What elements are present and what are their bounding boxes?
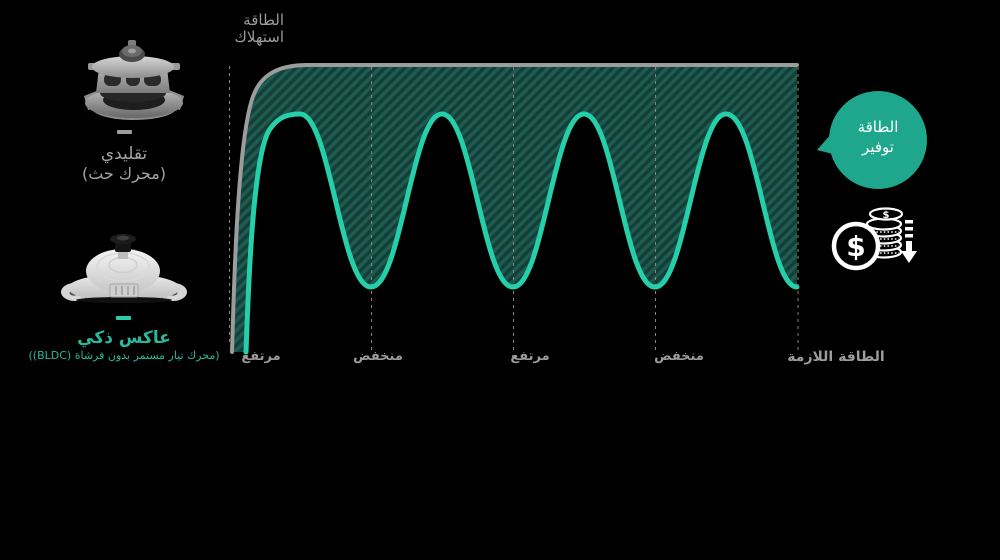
traditional-subtitle: (محرك حث) <box>81 164 167 183</box>
energy-saving-badge: الطاقة توفير <box>817 91 927 189</box>
traditional-curve <box>230 63 799 354</box>
x-label-high-1: مرتفع <box>241 349 281 364</box>
traditional-title: تقليدي <box>100 144 148 164</box>
money-saving-icon: $ $ <box>831 207 917 271</box>
chart-title-line1: الطاقة <box>243 11 284 29</box>
inverter-curve <box>243 111 800 355</box>
traditional-dash-marker <box>117 130 132 134</box>
x-label-low-2: منخفض <box>654 349 704 364</box>
badge-text-line2: توفير <box>861 138 894 156</box>
coin-dollar-sign: $ <box>883 210 890 221</box>
down-arrow-icon <box>901 220 917 263</box>
savings-area <box>232 65 797 352</box>
inverter-motor-label: عاكس ذكي (محرك تيار مستمر بدون فرشاة (BL… <box>4 328 244 363</box>
traditional-motor-label: تقليدي (محرك حث) <box>44 144 204 183</box>
badge-text-line1: الطاقة <box>858 118 899 136</box>
inverter-title: عاكس ذكي <box>77 328 171 348</box>
inverter-motor-image <box>61 234 187 303</box>
dashed-guides <box>229 66 799 352</box>
x-label-low-1: منخفض <box>353 349 403 364</box>
chart-title: الطاقة استهلاك <box>235 12 285 46</box>
inverter-subtitle: (محرك تيار مستمر بدون فرشاة (BLDC)) <box>28 349 220 362</box>
dollar-circle-icon <box>831 221 881 271</box>
x-axis-title: الطاقة اللازمة <box>787 349 885 365</box>
induction-motor-image <box>84 40 184 120</box>
x-label-high-2: مرتفع <box>510 349 550 364</box>
inverter-dash-marker <box>116 316 131 320</box>
dollar-sign: $ <box>846 230 865 263</box>
chart-title-line2: استهلاك <box>234 28 285 46</box>
badge-circle <box>829 91 927 189</box>
